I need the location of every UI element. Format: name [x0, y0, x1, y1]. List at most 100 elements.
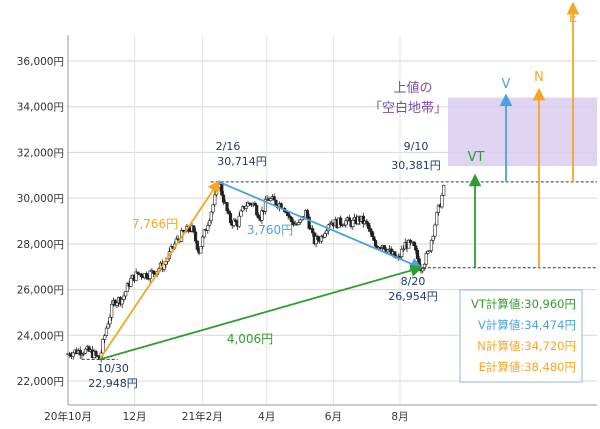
calc-box-frame [459, 289, 583, 383]
point-value-label: 22,948円 [88, 377, 138, 390]
candle-body [435, 212, 439, 226]
candle-body [365, 220, 369, 224]
candle-body [195, 240, 199, 250]
candle-body [307, 216, 311, 229]
candle-body [269, 198, 273, 201]
move-label: 7,766円 [132, 217, 178, 231]
vacuum-zone-label: 上値の [393, 80, 432, 96]
candle-body [129, 278, 133, 287]
y-tick-label: 24,000円 [17, 330, 64, 342]
candle-body [181, 230, 185, 232]
candle-body [103, 335, 107, 340]
candle-body [305, 210, 309, 218]
candle-body [200, 236, 205, 247]
candle-body [401, 248, 406, 251]
candle-body [382, 245, 386, 250]
candle-body [412, 241, 416, 247]
candle-body [120, 299, 124, 305]
candle-body [433, 224, 437, 237]
point-date-label: 2/16 [216, 140, 241, 153]
candle-body [221, 194, 226, 203]
target-label: N [534, 70, 544, 85]
candle-body [263, 198, 268, 212]
candle-body [424, 253, 428, 265]
candle-body [227, 210, 231, 214]
candle-body [426, 251, 430, 254]
move-arrows [98, 179, 424, 361]
candle-body [400, 248, 404, 257]
candle-body [297, 222, 301, 225]
candle-body [342, 224, 346, 227]
x-tick-label: 21年2月 [182, 410, 223, 423]
y-tick-label: 22,000円 [17, 376, 64, 388]
candle-body [87, 346, 91, 352]
candle-body [272, 196, 276, 201]
candle-body [436, 204, 441, 213]
candle-body [78, 349, 82, 356]
candle-body [366, 222, 371, 229]
point-value-label: 26,954円 [388, 290, 438, 303]
candle-body [361, 215, 365, 225]
candle-body [255, 205, 259, 216]
candle-body [260, 210, 264, 221]
point-value-label: 30,381円 [391, 159, 441, 172]
move-label: 4,006円 [227, 332, 273, 346]
candle-body [213, 194, 217, 206]
vacuum-zone-label: 「空白地帯」 [369, 100, 447, 116]
candle-body [124, 291, 128, 297]
candle-body [225, 202, 229, 212]
target-arrows [468, 1, 580, 268]
candle-body [440, 195, 444, 208]
candle-body [104, 327, 109, 336]
y-tick-label: 30,000円 [17, 193, 64, 205]
candle-body [414, 245, 418, 251]
x-tick-label: 20年10月 [44, 410, 92, 423]
candle-body [193, 231, 198, 242]
candle-body [319, 235, 323, 242]
x-tick-label: 8月 [391, 411, 408, 423]
candle-body [71, 352, 75, 357]
candle-body [256, 214, 261, 219]
candle-body [237, 215, 241, 227]
candle-body [106, 323, 110, 329]
y-tick-label: 28,000円 [17, 239, 64, 251]
labels: 上値の「空白地帯」 7,766円 3,760円 4,006円 VT V N E 10/30 22,… [88, 11, 577, 390]
x-tick-label: 12月 [123, 411, 147, 423]
grid [67, 35, 597, 405]
target-label: E [569, 11, 577, 26]
candle-body [408, 239, 413, 243]
point-date-label: 8/20 [401, 275, 426, 288]
candle-body [139, 273, 143, 277]
candle-body [370, 231, 374, 238]
x-tick-label: 6月 [325, 411, 342, 423]
candle-body [94, 351, 98, 356]
candle-body [122, 295, 126, 300]
candle-body [96, 355, 100, 357]
candle-body [373, 240, 378, 247]
candle-body [253, 202, 257, 206]
candle-body [152, 270, 156, 274]
point-date-label: 10/30 [97, 362, 129, 375]
x-tick-label: 4月 [258, 411, 275, 423]
candle-body [206, 225, 210, 231]
point-value-label: 30,714円 [217, 155, 267, 168]
target-label: V [502, 77, 511, 92]
candle-body [429, 239, 434, 252]
candle-body [101, 339, 105, 354]
candle-body [145, 273, 149, 279]
candle-body [192, 225, 196, 233]
candle-body [248, 202, 252, 205]
candle-body [316, 235, 320, 241]
candle-body [428, 250, 432, 253]
candle-body [234, 219, 238, 223]
y-tick-label: 34,000円 [17, 102, 64, 114]
move-label: 3,760円 [247, 223, 293, 237]
candle-body [246, 202, 250, 207]
candle-body [148, 270, 152, 279]
axes: 36,000円 34,000円 32,000円 30,000円 28,000円 26,00… [17, 35, 597, 423]
candle-body [220, 184, 224, 196]
candle-body [108, 317, 112, 325]
candle-body [136, 271, 140, 274]
y-tick-label: 36,000円 [17, 56, 64, 68]
